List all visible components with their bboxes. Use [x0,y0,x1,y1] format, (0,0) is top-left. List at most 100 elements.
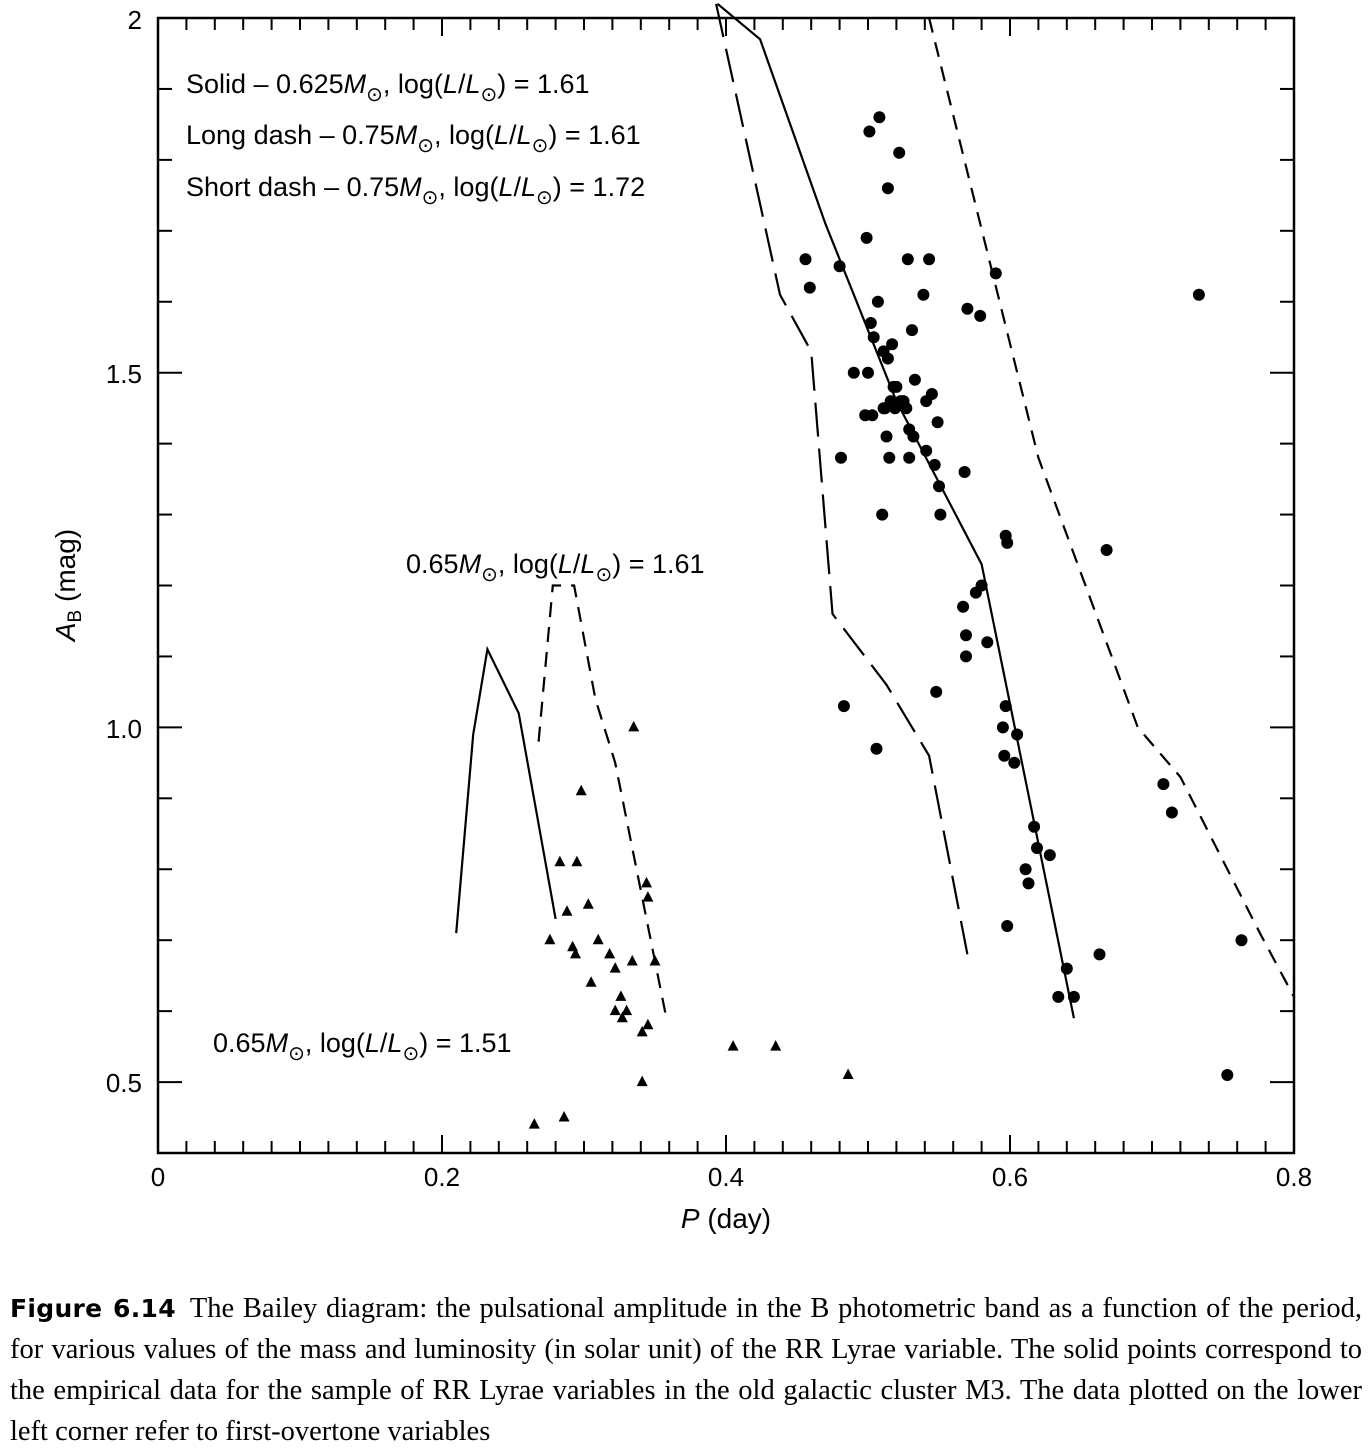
rrab-point [862,366,874,379]
y-tick-label: 1.0 [106,714,142,744]
rrab-point [883,451,896,464]
rrab-point [880,430,893,443]
curve-long-dash-1 [715,3,969,955]
rrab-point [1052,990,1065,1003]
rrab-point [886,338,899,351]
x-tick-labels: 0 0.2 0.4 0.6 0.8 [151,1162,1312,1192]
rrab-point [890,380,903,393]
y-tick-label: 2 [128,5,142,35]
rrc-point [616,1011,628,1023]
rrab-point [917,288,930,301]
annotation-overtone-1-61: 0.65M⊙, log(L/L⊙) = 1.61 [406,549,705,586]
rrab-point [837,700,850,713]
rrab-point [901,253,914,266]
rrab-point [933,480,945,493]
x-axis-label: P (day) [681,1203,771,1234]
rrab-point [1221,1069,1234,1081]
rrab-point [870,742,883,755]
rrab-point [1022,877,1035,890]
rrc-point [571,855,583,867]
curve-annotations: 0.65M⊙, log(L/L⊙) = 1.61 0.65M⊙, log(L/L⊙… [213,549,705,1065]
rrc-point [592,933,604,945]
rrc-point [628,720,640,732]
x-tick-label: 0.6 [992,1162,1028,1192]
rrab-point [900,402,913,415]
rrab-point [833,260,846,273]
rrab-point [908,373,921,386]
rrab-point [866,409,879,422]
rrab-point [957,600,970,613]
legend-entry-2: Short dash – 0.75M⊙, log(L/L⊙) = 1.72 [186,172,645,209]
rrc-point [615,990,627,1001]
rrab-point [871,295,884,308]
rrab-point [1019,863,1032,876]
rrab-point [974,309,987,322]
x-tick-label: 0 [151,1162,165,1192]
rrab-point [989,267,1002,280]
y-tick-label: 1.5 [106,359,142,389]
rrab-point [893,146,906,159]
rrab-point [1028,820,1041,833]
model-curves [455,2,1295,1019]
figure-label: Figure 6.14 [10,1294,176,1323]
rrc-point [626,955,638,966]
rrab-point [873,111,886,124]
rrc-point [727,1040,739,1051]
rrab-point [961,302,974,315]
rrab-point [920,444,933,457]
rrab-point [1011,728,1024,741]
rrab-point [1192,288,1205,301]
caption-text: The Bailey diagram: the pulsational ampl… [10,1293,1362,1447]
curve-short-dash-4 [537,584,668,1019]
x-tick-label: 0.4 [708,1162,744,1192]
rrab-point [958,466,971,478]
legend-entry-1: Long dash – 0.75M⊙, log(L/L⊙) = 1.61 [186,120,641,157]
rrab-point [1093,948,1106,961]
rrab-point [930,685,943,698]
rrc-point [561,905,573,916]
rrab-point [1001,536,1014,549]
rrc-point [649,955,661,966]
figure-caption: Figure 6.14 The Bailey diagram: the pulsa… [10,1288,1362,1452]
rrab-point [925,388,938,400]
curve-solid-3 [455,645,557,934]
rrab-point [835,451,847,464]
rrab-point [1001,920,1014,932]
rrab-point [928,458,941,471]
rrab-point [903,451,916,464]
rrab-point [998,749,1011,762]
data-points [528,111,1248,1129]
rrab-point [1043,849,1056,862]
rrc-point [575,784,587,796]
rrc-point [621,1004,633,1016]
rrc-point [770,1040,782,1051]
rrab-point [799,253,812,266]
rrc-point [585,976,597,987]
rrab-point [931,416,944,429]
rrc-point [641,876,652,888]
rrab-point [1008,756,1021,769]
rrab-point [864,317,877,329]
plot-frame [156,16,1296,1155]
rrab-point [1060,962,1073,975]
rrab-point [1031,842,1043,854]
legend-entry-0: Solid – 0.625M⊙, log(L/L⊙) = 1.61 [186,69,590,106]
rrab-point [847,366,860,379]
x-tick-label: 0.8 [1276,1162,1312,1192]
rrab-point [881,182,894,195]
curve-solid-0 [716,2,1075,1019]
rrc-point [642,1018,654,1030]
rrab-point [934,508,947,521]
rrc-point [554,855,566,867]
rrab-point [867,331,880,344]
rrab-point [907,430,920,443]
rrab-point [1157,778,1170,791]
rrab-point [1100,544,1113,556]
rrab-point [803,281,816,294]
rrab-point [863,125,876,138]
y-tick-label: 0.5 [106,1068,142,1098]
bailey-diagram: 0 0.2 0.4 0.6 0.8 0.5 1.0 1.5 2 P (day) … [50,2,1312,1234]
rrc-point [636,1075,648,1087]
rrab-point [860,231,873,244]
rrab-point [1067,990,1080,1003]
